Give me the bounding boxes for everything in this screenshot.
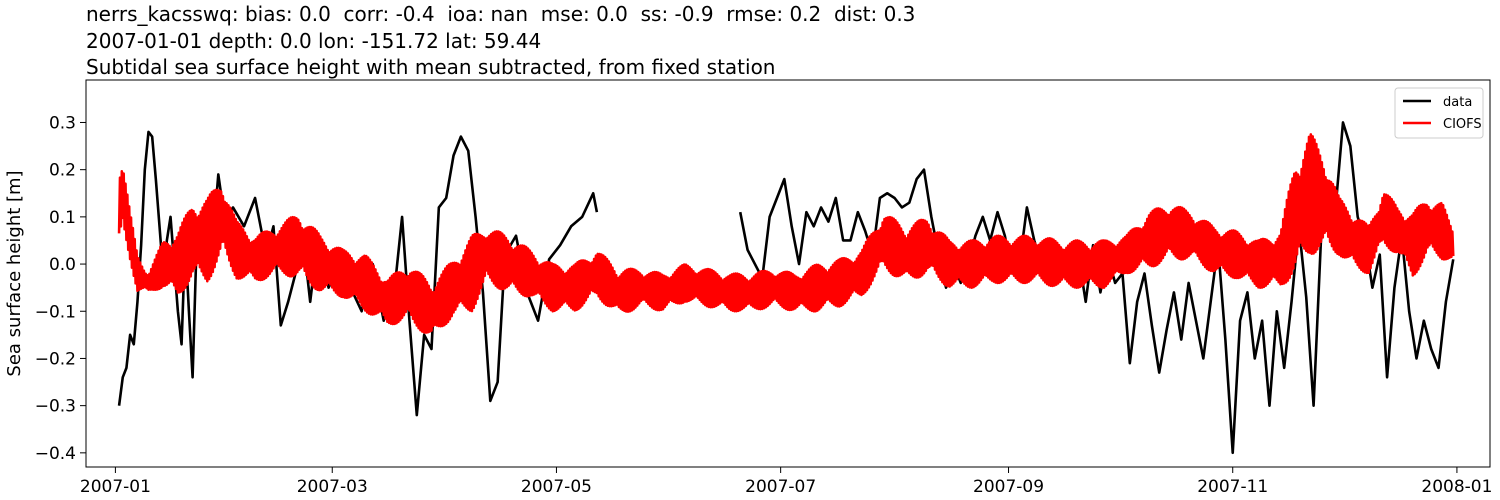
series-layer [117,121,1455,455]
x-tick-label: 2007-01 [80,477,151,497]
y-tick-label: −0.2 [35,349,76,369]
y-tick-label: 0.3 [49,113,76,133]
series-line-ciofs [117,133,1455,334]
y-tick-label: 0.1 [49,208,76,228]
x-tick-label: 2007-03 [297,477,368,497]
y-tick-label: −0.1 [35,302,76,322]
x-tick-label: 2007-09 [973,477,1044,497]
y-axis-label: Sea surface height [m] [4,170,25,376]
x-tick-label: 2008-01 [1421,477,1492,497]
series-ciofs [117,133,1455,334]
x-tick-label: 2007-05 [521,477,592,497]
x-axis: 2007-01 2007-03 2007-05 2007-07 2007-09 2007-… [80,467,1492,497]
y-tick-label: 0.0 [49,255,76,275]
y-tick-label: −0.3 [35,397,76,417]
chart-title-line-1: nerrs_kacsswq: bias: 0.0 corr: -0.4 ioa:… [86,2,916,26]
x-tick-label: 2007-07 [745,477,816,497]
y-tick-label: 0.2 [49,161,76,181]
x-tick-label: 2007-11 [1197,477,1268,497]
legend-label-data: data [1443,95,1472,110]
y-axis: −0.4 −0.3 −0.2 −0.1 0.0 0.1 0.2 0.3 [35,113,86,464]
legend-label-ciofs: CIOFS [1443,117,1482,132]
legend: data CIOFS [1394,87,1484,139]
chart-title-line-2: 2007-01-01 depth: 0.0 lon: -151.72 lat: … [86,29,542,53]
chart-title-line-3: Subtidal sea surface height with mean su… [86,55,776,79]
y-tick-label: −0.4 [35,444,76,464]
plot-frame [85,79,1491,468]
